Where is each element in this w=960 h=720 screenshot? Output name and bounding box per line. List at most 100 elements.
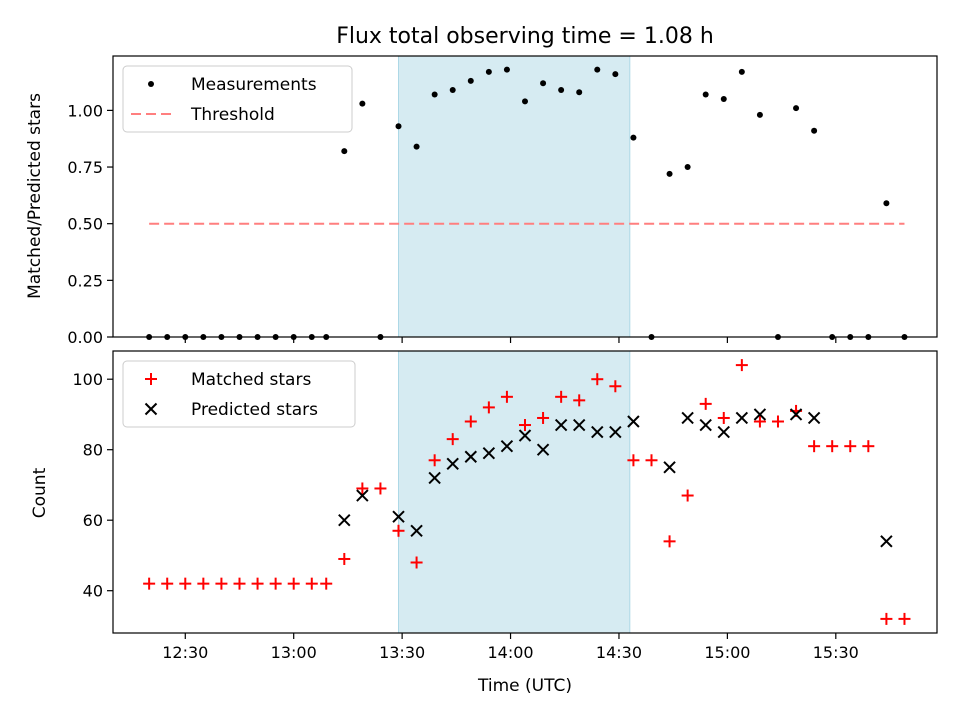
matched-point	[500, 390, 513, 403]
legend-label: Measurements	[191, 75, 317, 95]
measurement-point	[558, 86, 565, 93]
measurement-point	[522, 98, 528, 105]
matched-point	[305, 577, 318, 590]
predicted-point	[681, 411, 694, 425]
measurement-point	[630, 134, 637, 141]
predicted-point	[591, 425, 604, 439]
x-tick-label: 13:00	[271, 643, 317, 662]
x-tick-label: 12:30	[162, 643, 208, 662]
matched-point	[735, 359, 748, 372]
measurement-point	[395, 123, 402, 130]
measurement-point	[413, 143, 420, 150]
matched-point	[428, 454, 441, 467]
matched-point	[233, 577, 246, 590]
measurement-point	[540, 80, 547, 87]
y-tick-label: 60	[83, 511, 103, 530]
matched-point	[179, 577, 192, 590]
matched-point	[446, 433, 459, 446]
legend-measurement-swatch	[148, 81, 154, 87]
predicted-point	[789, 408, 803, 421]
predicted-point	[338, 513, 351, 527]
predicted-point	[627, 415, 640, 428]
matched-point	[699, 397, 712, 410]
predicted-point	[410, 524, 423, 537]
legend-matched-swatch	[145, 373, 157, 385]
matched-point	[161, 577, 174, 590]
matched-point	[464, 415, 477, 428]
predicted-point	[464, 450, 477, 463]
matched-point	[410, 556, 423, 569]
predicted-point	[392, 510, 405, 523]
predicted-point	[609, 425, 622, 439]
matched-point	[215, 577, 228, 590]
matched-point	[482, 401, 495, 414]
y-tick-label: 80	[83, 441, 103, 460]
legend-label: Predicted stars	[191, 400, 318, 420]
predicted-point	[735, 411, 749, 425]
bottom-y-axis-label: Count	[30, 467, 50, 518]
measurement-point	[738, 68, 745, 75]
matched-point	[645, 454, 658, 467]
predicted-point	[482, 447, 496, 460]
legend-label: Threshold	[190, 105, 275, 125]
top-y-axis-label: Matched/Predicted stars	[25, 93, 45, 299]
measurement-point	[576, 89, 583, 96]
measurement-point	[359, 100, 366, 107]
y-tick-label: 1.00	[67, 101, 103, 120]
matched-point	[251, 577, 264, 590]
predicted-point	[573, 418, 586, 432]
measurement-point	[811, 127, 818, 134]
top-panel: 0.00 0.25 0.50 0.75 1.00 Measurements Threshol…	[25, 55, 938, 347]
predicted-point	[536, 443, 550, 456]
top-plot-area: 0.00 0.25 0.50 0.75 1.00 Measurements Threshol…	[67, 55, 938, 347]
measurement-point	[449, 86, 456, 93]
x-tick-label: 14:00	[487, 643, 533, 662]
x-axis-label: Time (UTC)	[477, 676, 572, 696]
matched-point	[826, 440, 839, 453]
matched-point	[197, 577, 210, 590]
matched-point	[844, 440, 857, 453]
matched-point	[898, 612, 911, 625]
y-tick-label: 0.50	[67, 215, 103, 234]
measurement-point	[431, 91, 438, 98]
x-tick-label: 14:30	[596, 643, 642, 662]
axes-frame	[112, 350, 938, 634]
measurement-point	[341, 148, 348, 155]
predicted-point	[446, 457, 459, 471]
measurement-point	[720, 96, 727, 103]
measurement-point	[467, 77, 474, 84]
predicted-point	[717, 425, 730, 439]
measurement-point	[612, 71, 619, 78]
legend: Matched stars Predicted stars	[122, 360, 356, 428]
matched-point	[627, 454, 640, 467]
measurement-point	[702, 91, 709, 98]
measurement-point	[793, 105, 800, 112]
matched-point	[392, 524, 405, 537]
measurement-point	[883, 200, 890, 207]
matched-point	[753, 415, 766, 428]
figure-title: Flux total observing time = 1.08 h	[336, 24, 714, 49]
y-tick-label: 0.75	[67, 158, 103, 177]
matched-point	[771, 415, 784, 428]
predicted-point	[554, 418, 568, 432]
matched-point	[338, 552, 351, 565]
matched-point	[717, 411, 730, 424]
matched-point	[591, 373, 604, 386]
legend-label: Matched stars	[191, 370, 311, 390]
predicted-point	[356, 489, 369, 502]
predicted-point	[518, 429, 532, 442]
x-tick-label: 13:30	[379, 643, 425, 662]
matched-point	[681, 489, 694, 502]
legend-predicted-swatch	[144, 402, 158, 416]
predicted-point	[753, 408, 767, 421]
highlight-span	[398, 55, 631, 338]
matched-point	[555, 390, 568, 403]
matched-point	[356, 482, 369, 495]
matched-point	[862, 440, 875, 453]
measurement-point	[503, 66, 510, 73]
y-tick-label: 0.25	[67, 271, 103, 290]
matched-point	[808, 440, 821, 453]
predicted-point	[428, 471, 441, 485]
predicted-point	[699, 418, 712, 432]
